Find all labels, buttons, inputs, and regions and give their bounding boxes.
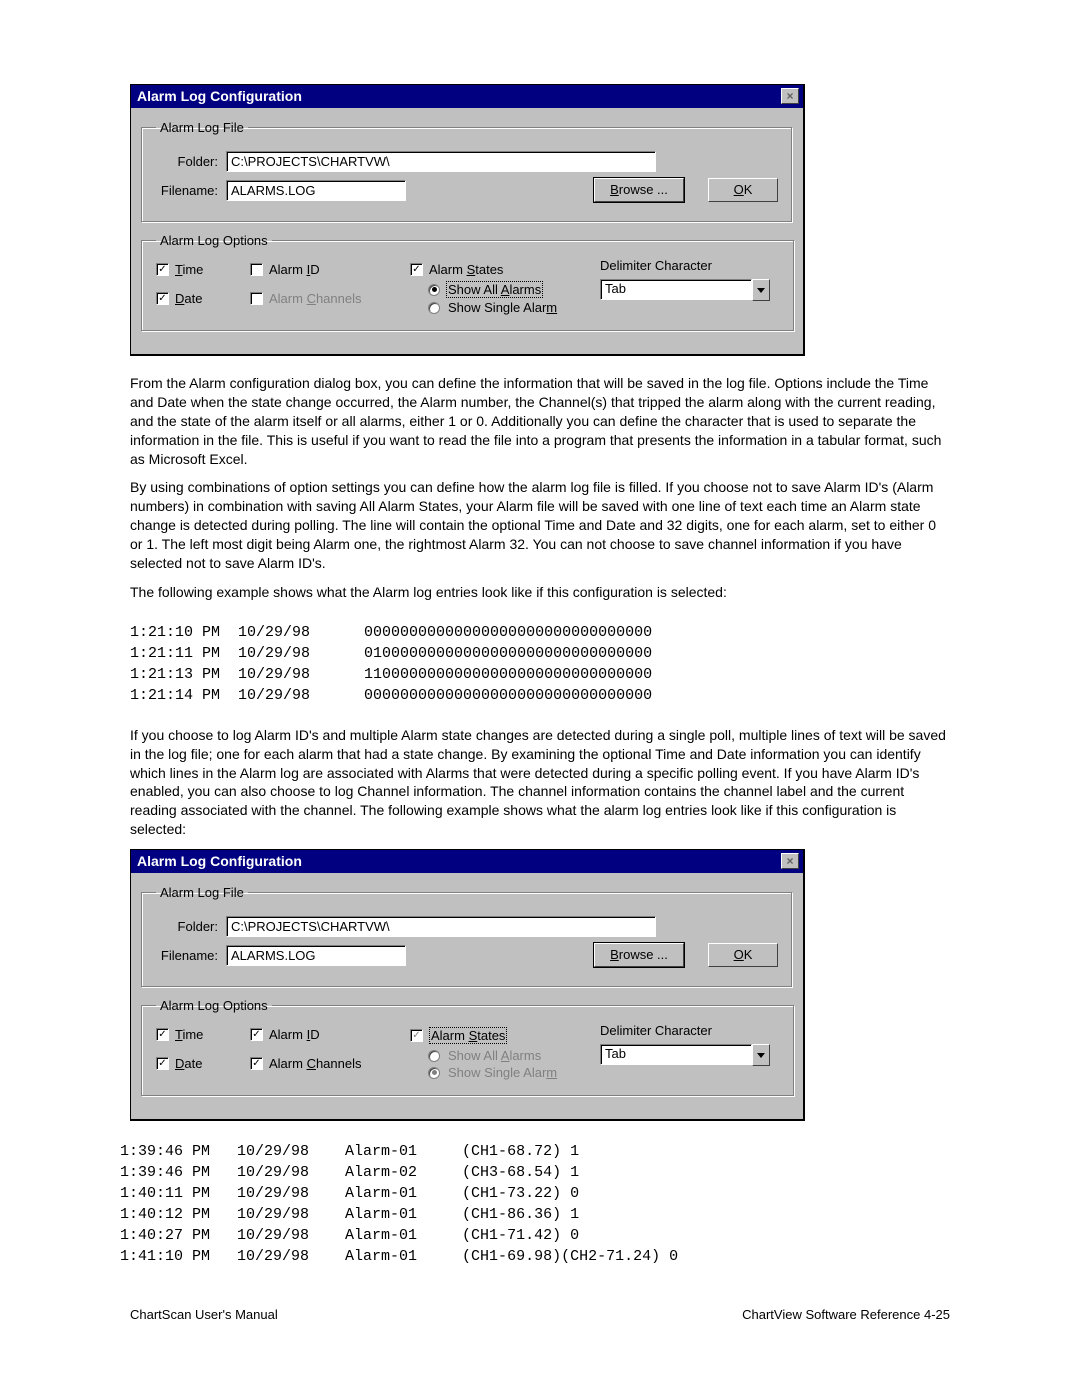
close-icon[interactable]: × xyxy=(781,88,799,104)
paragraph-1: From the Alarm configuration dialog box,… xyxy=(130,374,950,468)
show-single-label: Show Single Alarm xyxy=(446,1065,559,1080)
paragraph-4: If you choose to log Alarm ID's and mult… xyxy=(130,726,950,839)
alarm-log-file-group: Alarm Log File Folder: Filename: Browse … xyxy=(141,120,793,223)
log-example-1: 1:21:10 PM 10/29/98 00000000000000000000… xyxy=(130,622,950,706)
date-label: Date xyxy=(175,1056,202,1071)
filename-input[interactable] xyxy=(226,945,406,966)
date-label: Date xyxy=(175,291,202,306)
alarm-channels-checkbox[interactable]: ✓ xyxy=(250,1057,263,1070)
time-checkbox[interactable]: ✓ xyxy=(156,1028,169,1041)
dialog-title: Alarm Log Configuration xyxy=(137,88,302,104)
ok-button[interactable]: OK xyxy=(708,943,778,967)
delimiter-select[interactable]: Tab xyxy=(600,1044,770,1066)
alarm-id-checkbox[interactable] xyxy=(250,263,263,276)
alarm-channels-checkbox xyxy=(250,292,263,305)
filename-input[interactable] xyxy=(226,180,406,201)
date-checkbox[interactable]: ✓ xyxy=(156,1057,169,1070)
browse-button[interactable]: Browse ... xyxy=(594,943,684,967)
alarm-states-checkbox[interactable]: ✓ xyxy=(410,263,423,276)
date-checkbox[interactable]: ✓ xyxy=(156,292,169,305)
legend-options: Alarm Log Options xyxy=(156,233,272,248)
delimiter-value: Tab xyxy=(600,279,752,300)
folder-input[interactable] xyxy=(226,151,656,172)
show-single-label: Show Single Alarm xyxy=(446,300,559,315)
alarm-log-config-dialog-1: Alarm Log Configuration × Alarm Log File… xyxy=(130,84,805,356)
alarm-id-checkbox[interactable]: ✓ xyxy=(250,1028,263,1041)
alarm-channels-label: Alarm Channels xyxy=(269,291,362,306)
footer-right: ChartView Software Reference 4-25 xyxy=(742,1307,950,1322)
page-footer: ChartScan User's Manual ChartView Softwa… xyxy=(130,1307,950,1322)
delimiter-label: Delimiter Character xyxy=(600,258,780,273)
legend-file: Alarm Log File xyxy=(156,885,248,900)
legend-options: Alarm Log Options xyxy=(156,998,272,1013)
time-label: Time xyxy=(175,262,203,277)
paragraph-2: By using combinations of option settings… xyxy=(130,478,950,572)
show-all-radio xyxy=(428,1050,440,1062)
footer-left: ChartScan User's Manual xyxy=(130,1307,278,1322)
alarm-log-options-group: Alarm Log Options ✓Time ✓Date ✓Alarm ID … xyxy=(141,998,795,1097)
delimiter-select[interactable]: Tab xyxy=(600,279,770,301)
chevron-down-icon[interactable] xyxy=(752,1044,770,1066)
time-checkbox[interactable]: ✓ xyxy=(156,263,169,276)
dialog-title: Alarm Log Configuration xyxy=(137,853,302,869)
delimiter-label: Delimiter Character xyxy=(600,1023,780,1038)
alarm-log-file-group: Alarm Log File Folder: Filename: Browse … xyxy=(141,885,793,988)
browse-button[interactable]: Browse ... xyxy=(594,178,684,202)
alarm-states-checkbox[interactable]: ✓ xyxy=(410,1029,423,1042)
folder-label: Folder: xyxy=(156,154,218,169)
titlebar: Alarm Log Configuration × xyxy=(131,85,803,108)
alarm-channels-label: Alarm Channels xyxy=(269,1056,362,1071)
show-all-radio[interactable] xyxy=(428,284,440,296)
ok-button[interactable]: OK xyxy=(708,178,778,202)
show-single-radio[interactable] xyxy=(428,302,440,314)
alarm-states-label: Alarm States xyxy=(429,1027,507,1044)
time-label: Time xyxy=(175,1027,203,1042)
folder-input[interactable] xyxy=(226,916,656,937)
alarm-states-label: Alarm States xyxy=(429,262,503,277)
alarm-log-config-dialog-2: Alarm Log Configuration × Alarm Log File… xyxy=(130,849,805,1121)
alarm-id-label: Alarm ID xyxy=(269,1027,320,1042)
delimiter-value: Tab xyxy=(600,1044,752,1065)
titlebar: Alarm Log Configuration × xyxy=(131,850,803,873)
close-icon[interactable]: × xyxy=(781,853,799,869)
alarm-id-label: Alarm ID xyxy=(269,262,320,277)
show-single-radio xyxy=(428,1067,440,1079)
log-example-2: 1:39:46 PM 10/29/98 Alarm-01 (CH1-68.72)… xyxy=(120,1141,950,1267)
folder-label: Folder: xyxy=(156,919,218,934)
filename-label: Filename: xyxy=(156,183,218,198)
legend-file: Alarm Log File xyxy=(156,120,248,135)
chevron-down-icon[interactable] xyxy=(752,279,770,301)
show-all-label: Show All Alarms xyxy=(446,281,543,298)
filename-label: Filename: xyxy=(156,948,218,963)
alarm-log-options-group: Alarm Log Options ✓ Time ✓ Date Alarm ID A… xyxy=(141,233,795,332)
paragraph-3: The following example shows what the Ala… xyxy=(130,583,950,602)
show-all-label: Show All Alarms xyxy=(446,1048,543,1063)
